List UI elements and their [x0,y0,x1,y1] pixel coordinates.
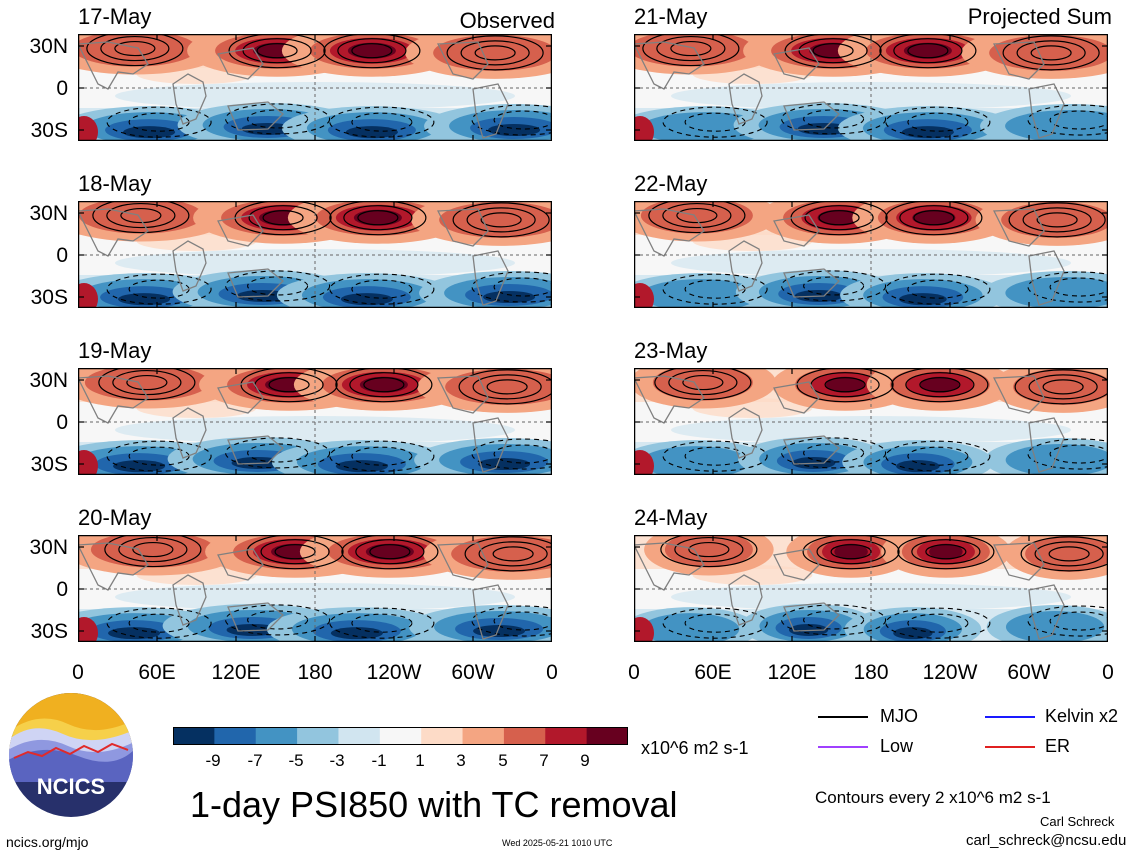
map-panel-observed-1 [78,34,552,141]
legend-label-mjo: MJO [880,706,918,726]
colorbar-label: 5 [498,751,508,770]
panel-date: 18-May [78,171,152,196]
legend-label-er: ER [1045,736,1071,756]
panel-date: 19-May [78,338,152,363]
panel-date: 21-May [634,4,708,29]
lon-label: 180 [297,661,333,684]
lat-label-eq: 0 [56,77,68,100]
logo-text: NCICS [37,774,105,799]
colorbar-label: -5 [288,751,304,770]
panel-date: 23-May [634,338,708,363]
lat-label-30n: 30N [29,35,68,58]
lon-label: 120W [366,661,422,684]
colorbar-label: 7 [539,751,549,770]
lon-label: 120W [922,661,978,684]
map-panel-observed-3 [78,368,552,475]
lat-label-30s: 30S [30,453,68,476]
timestamp: Wed 2025-05-21 1010 UTC [502,838,613,848]
observed-header: Observed [459,8,555,33]
map-panel-observed-4 [78,535,552,642]
lat-label-30n: 30N [29,369,68,392]
legend-line-mjo [818,716,868,718]
panel-date: 24-May [634,505,708,530]
legend-label-kelvin: Kelvin x2 [1045,706,1119,726]
lat-label-eq: 0 [56,244,68,267]
lon-label: 60E [138,661,176,684]
legend-line-low [818,746,868,748]
legend-line-er [985,746,1035,748]
lon-label: 60W [451,661,495,684]
ncics-logo: NCICS [9,693,133,817]
colorbar-label: -7 [247,751,263,770]
lon-label: 120E [211,661,261,684]
lon-label: 0 [628,661,640,684]
panel-date: 20-May [78,505,152,530]
lon-label: 120E [767,661,817,684]
contour-note: Contours every 2 x10^6 m2 s-1 [815,788,1051,807]
colorbar [173,727,628,745]
lon-label: 0 [546,661,558,684]
colorbar-label: 1 [415,751,425,770]
map-panel-projected-1 [634,34,1108,141]
lat-label-30s: 30S [30,119,68,142]
lon-label: 0 [72,661,84,684]
map-panel-projected-3 [634,368,1108,475]
email: carl_schreck@ncsu.edu [966,832,1127,849]
figure-title: 1-day PSI850 with TC removal [190,784,678,825]
lon-label: 0 [1102,661,1114,684]
colorbar-label: 9 [580,751,590,770]
lat-label-eq: 0 [56,411,68,434]
map-panel-projected-4 [634,535,1108,642]
panel-date: 17-May [78,4,152,29]
website-link[interactable]: ncics.org/mjo [6,834,89,850]
lon-label: 60E [694,661,732,684]
legend-label-low: Low [880,736,914,756]
lat-label-eq: 0 [56,578,68,601]
colorbar-units: x10^6 m2 s-1 [641,738,749,758]
lon-label: 60W [1007,661,1051,684]
colorbar-label: -1 [371,751,387,770]
colorbar-label: -3 [329,751,345,770]
colorbar-label: -9 [205,751,221,770]
panel-date: 22-May [634,171,708,196]
lat-label-30s: 30S [30,286,68,309]
lat-label-30s: 30S [30,620,68,643]
projected-header: Projected Sum [967,4,1112,29]
lat-label-30n: 30N [29,202,68,225]
map-panel-observed-2 [78,201,552,308]
lat-label-30n: 30N [29,536,68,559]
legend-line-kelvin [985,716,1035,718]
author: Carl Schreck [1040,814,1115,829]
lon-label: 180 [853,661,889,684]
colorbar-label: 3 [456,751,466,770]
map-panel-projected-2 [634,201,1108,308]
